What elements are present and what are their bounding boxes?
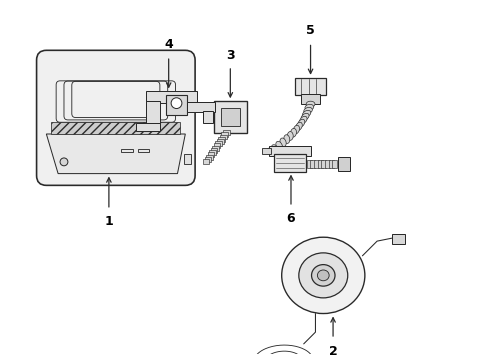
Ellipse shape (306, 101, 315, 107)
Bar (301, 94, 320, 104)
Bar (321, 160, 326, 168)
Bar (220, 135, 227, 139)
Bar (307, 160, 312, 168)
Bar (314, 160, 319, 168)
Bar (51, 122, 180, 134)
Ellipse shape (267, 148, 274, 156)
Bar (206, 155, 213, 159)
Polygon shape (47, 134, 185, 174)
Ellipse shape (291, 129, 296, 137)
Bar (209, 150, 216, 155)
Ellipse shape (304, 107, 312, 114)
Bar (332, 160, 337, 168)
Circle shape (171, 98, 182, 108)
Ellipse shape (276, 141, 282, 150)
Bar (221, 132, 228, 137)
Text: 4: 4 (164, 38, 173, 51)
Ellipse shape (298, 119, 305, 127)
Text: 2: 2 (329, 345, 338, 358)
Text: 1: 1 (104, 215, 113, 228)
Bar (205, 157, 211, 162)
Bar (329, 160, 334, 168)
Bar (318, 160, 322, 168)
Bar (208, 152, 214, 157)
Bar (310, 160, 315, 168)
Bar (338, 157, 350, 171)
Ellipse shape (287, 131, 293, 140)
Bar (216, 141, 222, 146)
Bar (203, 159, 209, 164)
Text: 3: 3 (226, 49, 235, 62)
Bar (217, 139, 223, 144)
Ellipse shape (312, 265, 335, 286)
Bar (220, 108, 240, 126)
Ellipse shape (299, 116, 307, 124)
Ellipse shape (295, 122, 302, 131)
Bar (392, 234, 406, 244)
Bar (219, 137, 225, 142)
Bar (214, 101, 247, 132)
Ellipse shape (271, 145, 278, 153)
Bar (136, 123, 160, 131)
Bar (262, 148, 271, 154)
Bar (184, 154, 191, 164)
Ellipse shape (282, 237, 365, 314)
Bar (295, 78, 326, 95)
Bar (270, 146, 311, 156)
Ellipse shape (301, 113, 309, 120)
Bar (146, 91, 197, 103)
Bar (166, 95, 187, 115)
Bar (211, 148, 217, 153)
Text: 6: 6 (287, 212, 295, 225)
Ellipse shape (305, 104, 314, 110)
Text: 5: 5 (306, 24, 315, 37)
Ellipse shape (318, 270, 329, 281)
Bar (274, 154, 306, 172)
Bar (187, 102, 215, 112)
Bar (213, 146, 219, 150)
Ellipse shape (302, 111, 311, 117)
Bar (325, 160, 330, 168)
Bar (146, 101, 160, 125)
Ellipse shape (284, 135, 290, 144)
Bar (203, 111, 213, 123)
Ellipse shape (280, 138, 286, 147)
Bar (214, 144, 220, 148)
Bar (223, 130, 230, 135)
Ellipse shape (299, 253, 348, 298)
FancyBboxPatch shape (37, 50, 195, 185)
Ellipse shape (294, 125, 299, 134)
Circle shape (60, 158, 68, 166)
